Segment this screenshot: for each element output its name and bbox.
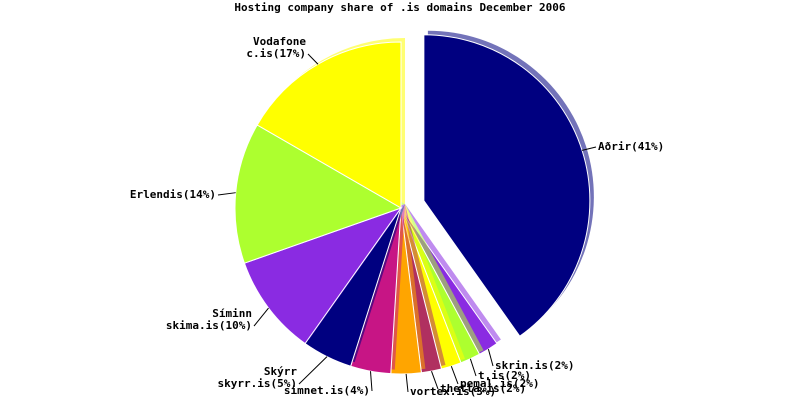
leader-line (405, 373, 409, 393)
slice-label-line: skima.is(10%) (166, 319, 252, 332)
leader-line (217, 192, 236, 196)
slice-edge (405, 204, 484, 359)
slice-label-line: pemal.is(2%) (460, 377, 539, 390)
slice-label-line: c.is(17%) (246, 47, 306, 60)
leader-line (581, 146, 597, 151)
slice-label: Vodafone c.is(17%) (246, 35, 306, 60)
chart-title: Hosting company share of .is domains Dec… (234, 1, 566, 14)
leader-line (298, 356, 328, 385)
leader-line (469, 358, 477, 377)
slice-label-line: Skýrr (264, 365, 297, 378)
slice-edge (405, 204, 465, 365)
slice-label: Síminn skima.is(10%) (166, 307, 252, 332)
leader-line (450, 366, 459, 385)
slice-edge (405, 204, 446, 369)
slice-label-line: vortex.is(3%) (410, 385, 496, 398)
slice-label: skrin.is(2%) (495, 359, 574, 372)
slice-label-line: Síminn (212, 307, 252, 320)
slice-label: pemal.is(2%) (460, 377, 539, 390)
slice-label: Aðrir(41%) (598, 140, 664, 153)
leader-line (369, 371, 373, 392)
slice-label-line: t.is(2%) (478, 369, 531, 382)
slice (256, 41, 402, 209)
leader-line (431, 371, 439, 390)
slice-edge (405, 204, 501, 351)
slice-label-line: thetta.is(2%) (440, 382, 526, 395)
slice-label-line: Erlendis(14%) (130, 188, 216, 201)
slice-label: vortex.is(3%) (410, 385, 496, 398)
slice-label: Skýrr skyrr.is(5%) (218, 365, 298, 390)
slice-label-line: skyrr.is(5%) (218, 377, 297, 390)
leader-line (487, 349, 494, 367)
slice-label-line: simnet.is(4%) (284, 384, 370, 397)
slice-label-line: skrin.is(2%) (495, 359, 574, 372)
slice-label: Erlendis(14%) (130, 188, 216, 201)
leader-line (307, 53, 319, 65)
slice-label: t.is(2%) (478, 369, 531, 382)
leader-line (253, 307, 269, 327)
slice-label: thetta.is(2%) (440, 382, 526, 395)
slice-label: simnet.is(4%) (284, 384, 370, 397)
slice-label-line: Vodafone (253, 35, 306, 48)
slice-label-line: Aðrir(41%) (598, 140, 664, 153)
